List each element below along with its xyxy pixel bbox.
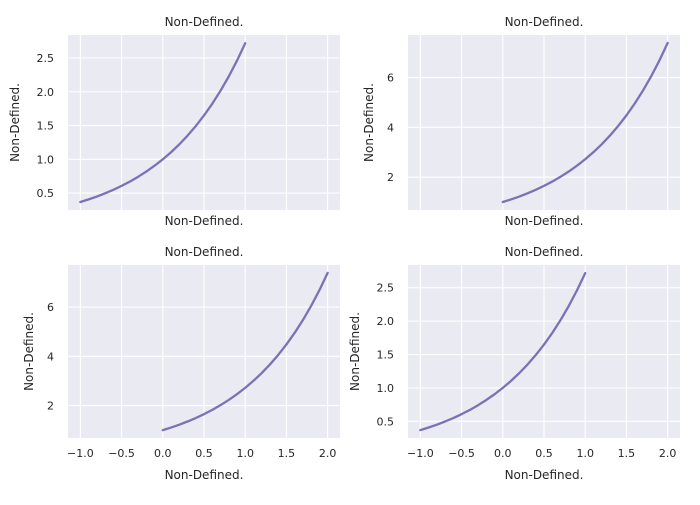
- y-tick-label: 2.0: [37, 86, 55, 99]
- x-tick-label: 0.0: [154, 447, 172, 460]
- y-tick-label: 2.5: [377, 282, 395, 295]
- x-tick-label: 2.0: [659, 447, 677, 460]
- y-tick-label: 2.5: [37, 52, 55, 65]
- series-line: [419, 271, 587, 432]
- y-tick-label: 6: [387, 72, 394, 85]
- x-axis-label: Non-Defined.: [505, 214, 584, 228]
- y-tick-label: 1.5: [37, 120, 55, 133]
- y-axis-label: Non-Defined.: [348, 312, 362, 391]
- series-line: [501, 41, 669, 204]
- y-tick-label: 2: [47, 400, 54, 413]
- y-tick-label: 4: [47, 350, 54, 363]
- chart-title: Non-Defined.: [505, 245, 584, 259]
- x-axis-label: Non-Defined.: [505, 468, 584, 482]
- series-line: [79, 42, 247, 204]
- x-tick-label: −0.5: [448, 447, 475, 460]
- x-tick-label: −1.0: [407, 447, 434, 460]
- y-tick-label: 1.0: [377, 382, 395, 395]
- y-tick-label: 4: [387, 121, 394, 134]
- x-tick-label: 0.5: [535, 447, 553, 460]
- y-tick-label: 1.0: [37, 153, 55, 166]
- chart-panel-2: 2 4 6 Non-Defined. Non-Defined. Non-Defined.: [362, 15, 680, 228]
- chart-title: Non-Defined.: [505, 15, 584, 29]
- y-tick-label: 6: [47, 301, 54, 314]
- chart-title: Non-Defined.: [165, 15, 244, 29]
- chart-panel-4: 0.5 1.0 1.5 2.0 2.5 −1.0 −0.5 0.0 0.5 1.0 1.5 2.0 No…: [348, 245, 680, 482]
- x-tick-label: 2.0: [319, 447, 337, 460]
- x-tick-label: 1.0: [576, 447, 594, 460]
- chart-title: Non-Defined.: [165, 245, 244, 259]
- x-tick-label: 1.0: [236, 447, 254, 460]
- y-tick-label: 0.5: [37, 187, 55, 200]
- x-tick-label: −1.0: [67, 447, 94, 460]
- x-axis-label: Non-Defined.: [165, 468, 244, 482]
- y-tick-label: 0.5: [377, 415, 395, 428]
- y-axis-label: Non-Defined.: [362, 83, 376, 162]
- x-tick-label: −0.5: [108, 447, 135, 460]
- series-line: [161, 271, 329, 432]
- y-tick-label: 1.5: [377, 349, 395, 362]
- chart-panel-1: 0.5 1.0 1.5 2.0 2.5 Non-Defined. Non-Defined. N…: [8, 15, 340, 228]
- y-tick-label: 2: [387, 171, 394, 184]
- y-axis-label: Non-Defined.: [22, 312, 36, 391]
- x-tick-label: 0.5: [195, 447, 213, 460]
- chart-panel-3: 2 4 6 −1.0 −0.5 0.0 0.5 1.0 1.5 2.0 Non-Defined. No…: [22, 245, 340, 482]
- x-tick-label: 1.5: [618, 447, 636, 460]
- x-tick-label: 1.5: [278, 447, 296, 460]
- y-tick-label: 2.0: [377, 315, 395, 328]
- x-tick-label: 0.0: [494, 447, 512, 460]
- x-axis-label: Non-Defined.: [165, 214, 244, 228]
- y-axis-label: Non-Defined.: [8, 83, 22, 162]
